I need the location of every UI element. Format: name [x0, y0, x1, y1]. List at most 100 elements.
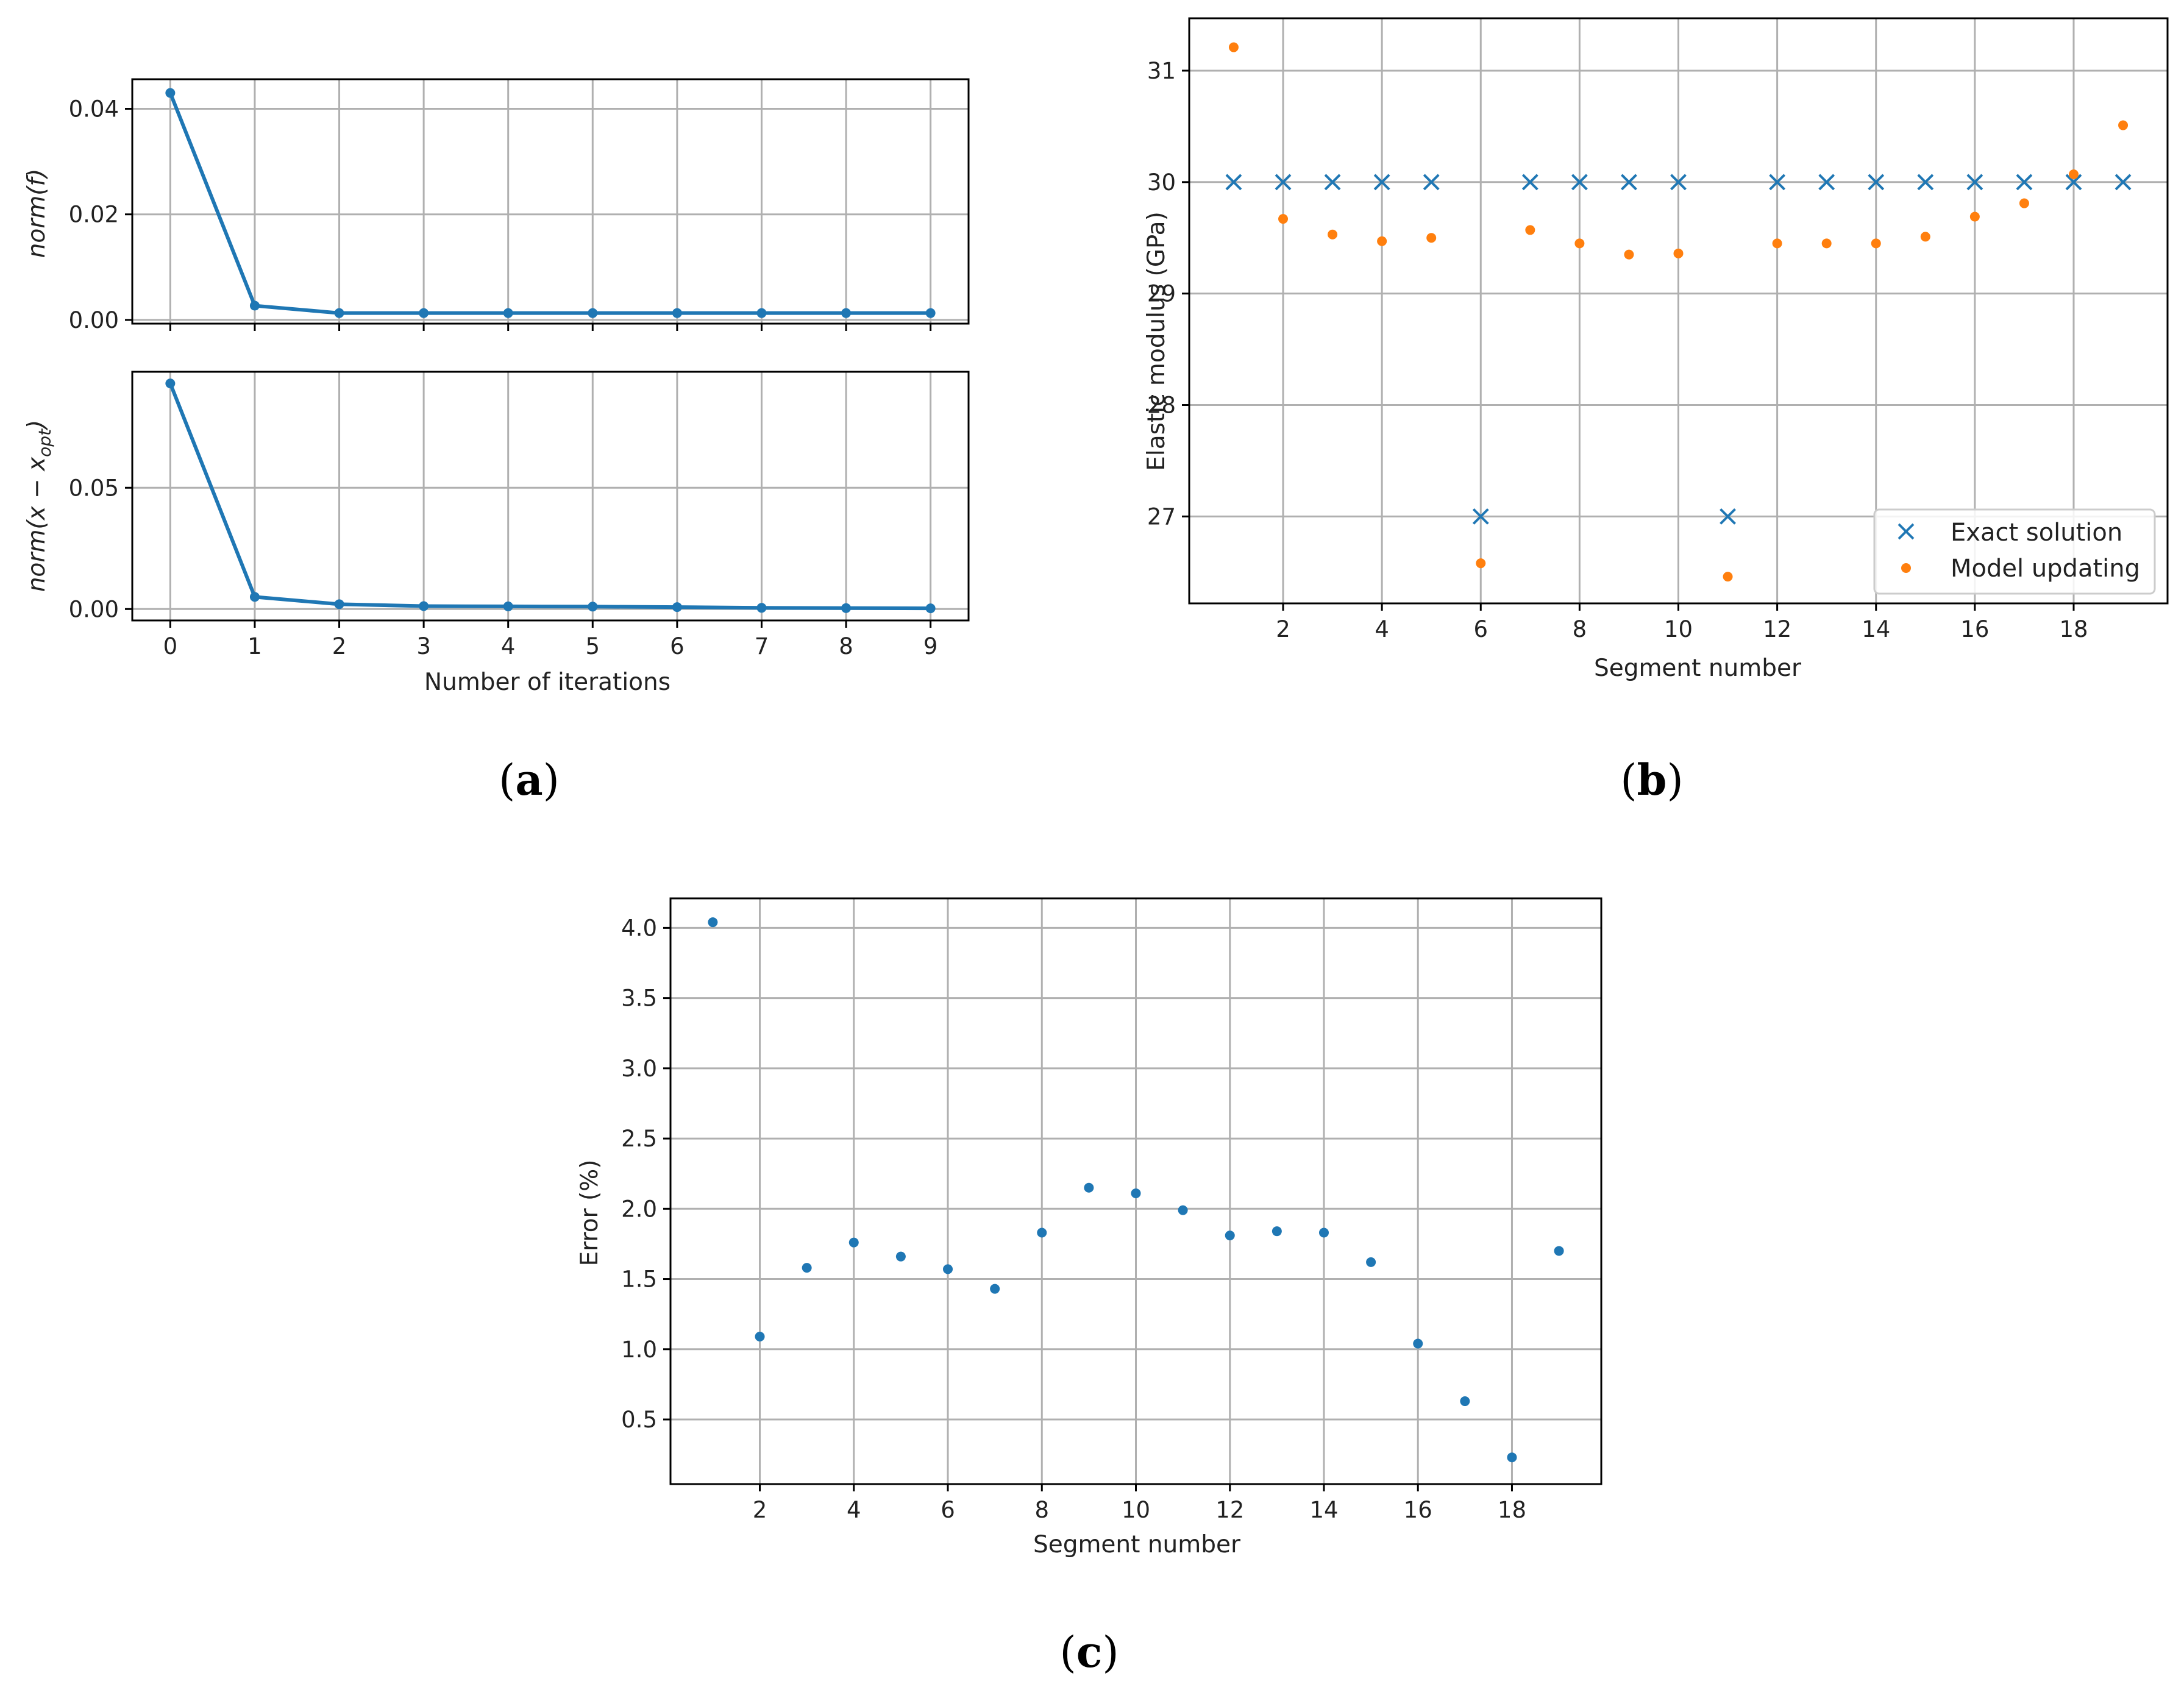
- c-ytick-label-3: 2.0: [621, 1196, 657, 1222]
- a-bottom-point-6: [672, 602, 682, 613]
- a-bottom-xtick-label-5: 5: [586, 633, 600, 659]
- panel-label-a: (a): [499, 755, 560, 805]
- b-exact-marker-10: [1720, 508, 1736, 525]
- x-stroke: [1225, 174, 1242, 191]
- a-bottom-xtick-label-1: 1: [247, 633, 262, 659]
- a-bottom-point-3: [419, 601, 429, 611]
- b-xlabel: Segment number: [1594, 655, 1802, 682]
- c-point-15: [1413, 1338, 1423, 1349]
- c-point-12: [1272, 1226, 1282, 1237]
- b-exact-marker-14: [1917, 174, 1934, 191]
- c-point-8: [1084, 1182, 1094, 1193]
- a-bottom-point-1: [249, 592, 260, 602]
- b-ytick-label-4: 31: [1147, 58, 1176, 84]
- b-point-5: [1476, 558, 1486, 569]
- a-top-point-5: [588, 308, 598, 318]
- a-bottom-frame: [131, 371, 970, 622]
- x-stroke: [1571, 174, 1588, 191]
- b-point-9: [1673, 248, 1684, 258]
- b-point-17: [2068, 169, 2079, 179]
- b-legend: Exact solution Model updating: [1873, 508, 2156, 595]
- b-exact-marker-17: [2065, 174, 2082, 191]
- c-point-17: [1507, 1452, 1517, 1463]
- a-bottom-ylabel: norm(x − xopt): [23, 420, 55, 592]
- b-ytick-label-1: 28: [1147, 393, 1176, 419]
- c-xtick-label-5: 12: [1215, 1497, 1244, 1523]
- c-xtick-label-7: 16: [1404, 1497, 1432, 1523]
- chart-a-top: 0.00 0.02 0.04: [69, 78, 970, 333]
- a-bottom-point-0: [165, 378, 176, 389]
- c-xtick-label-3: 8: [1034, 1497, 1049, 1523]
- b-exact-marker-8: [1621, 174, 1637, 191]
- a-bottom-point-9: [925, 603, 936, 614]
- a-bottom-xtick-label-0: 0: [163, 633, 178, 659]
- b-point-1: [1278, 214, 1289, 224]
- b-exact-marker-11: [1769, 174, 1786, 191]
- x-stroke: [1898, 523, 1915, 540]
- b-point-2: [1328, 229, 1338, 240]
- b-point-13: [1871, 238, 1881, 249]
- legend-exact-solution: Exact solution: [1951, 519, 2122, 547]
- b-exact-marker-13: [1868, 174, 1885, 191]
- b-ytick-label-3: 30: [1147, 169, 1176, 196]
- c-point-3: [848, 1237, 859, 1248]
- c-frame: [669, 897, 1602, 1485]
- b-exact-marker-18: [2115, 174, 2132, 191]
- a-bottom-xtick-label-8: 8: [839, 633, 853, 659]
- c-point-6: [990, 1284, 1000, 1294]
- a-top-point-1: [249, 300, 260, 311]
- b-point-10: [1723, 572, 1733, 582]
- b-point-12: [1821, 238, 1832, 249]
- a-bottom-point-2: [334, 599, 344, 609]
- c-point-18: [1554, 1246, 1564, 1256]
- b-exact-marker-6: [1521, 174, 1538, 191]
- c-point-9: [1131, 1188, 1141, 1198]
- x-stroke: [1818, 174, 1835, 191]
- b-exact-marker-16: [2016, 174, 2033, 191]
- legend-dot-marker: [1901, 563, 1911, 573]
- b-exact-marker-5: [1472, 508, 1489, 525]
- c-ytick-label-6: 3.5: [621, 986, 657, 1012]
- a-bottom-xtick-label-9: 9: [923, 633, 938, 659]
- a-top-point-9: [925, 308, 936, 318]
- x-stroke: [1670, 174, 1687, 191]
- b-exact-marker-2: [1324, 174, 1341, 191]
- legend-model-updating: Model updating: [1951, 555, 2140, 583]
- b-point-15: [1969, 211, 1980, 222]
- c-point-7: [1037, 1227, 1047, 1238]
- c-ytick-label-1: 1.0: [621, 1337, 657, 1363]
- chart-a-bottom: 0 1 2 3 4 5 6 7 8 9 0.00 0.05: [69, 371, 970, 659]
- b-frame: [1188, 17, 2169, 605]
- b-point-3: [1377, 236, 1387, 246]
- b-legend-box: [1873, 508, 2156, 595]
- c-point-1: [755, 1332, 765, 1342]
- b-xtick-label-1: 4: [1375, 616, 1389, 642]
- c-point-2: [802, 1263, 812, 1273]
- b-xtick-label-5: 12: [1763, 616, 1791, 642]
- a-bottom-point-8: [841, 603, 852, 613]
- chart-c: 2 4 6 8 10 12 14 16 18 0.5 1.0 1.5 2.0 2.5 3.0 3.5 4.0: [621, 897, 1602, 1523]
- a-top-ytick-label-0: 0.00: [69, 307, 119, 333]
- x-stroke: [1769, 174, 1786, 191]
- a-bottom-xtick-label-4: 4: [501, 633, 516, 659]
- x-stroke: [1917, 174, 1934, 191]
- b-point-14: [1920, 232, 1930, 242]
- a-bottom-xtick-label-2: 2: [332, 633, 347, 659]
- a-bottom-xtick-label-3: 3: [416, 633, 431, 659]
- x-stroke: [1324, 174, 1341, 191]
- c-xtick-label-6: 14: [1309, 1497, 1338, 1523]
- x-stroke: [1720, 508, 1736, 525]
- panel-label-c: (c): [1059, 1627, 1119, 1677]
- a-xlabel: Number of iterations: [424, 669, 670, 696]
- a-top-ylabel: norm(f): [23, 169, 51, 258]
- b-exact-marker-0: [1225, 174, 1242, 191]
- c-point-16: [1460, 1396, 1470, 1407]
- b-exact-marker-4: [1423, 174, 1440, 191]
- a-top-point-4: [503, 308, 513, 318]
- x-stroke: [1868, 174, 1885, 191]
- a-bottom-point-4: [503, 601, 513, 611]
- c-ytick-label-7: 4.0: [621, 915, 657, 941]
- b-point-6: [1525, 225, 1535, 235]
- c-point-10: [1178, 1205, 1188, 1215]
